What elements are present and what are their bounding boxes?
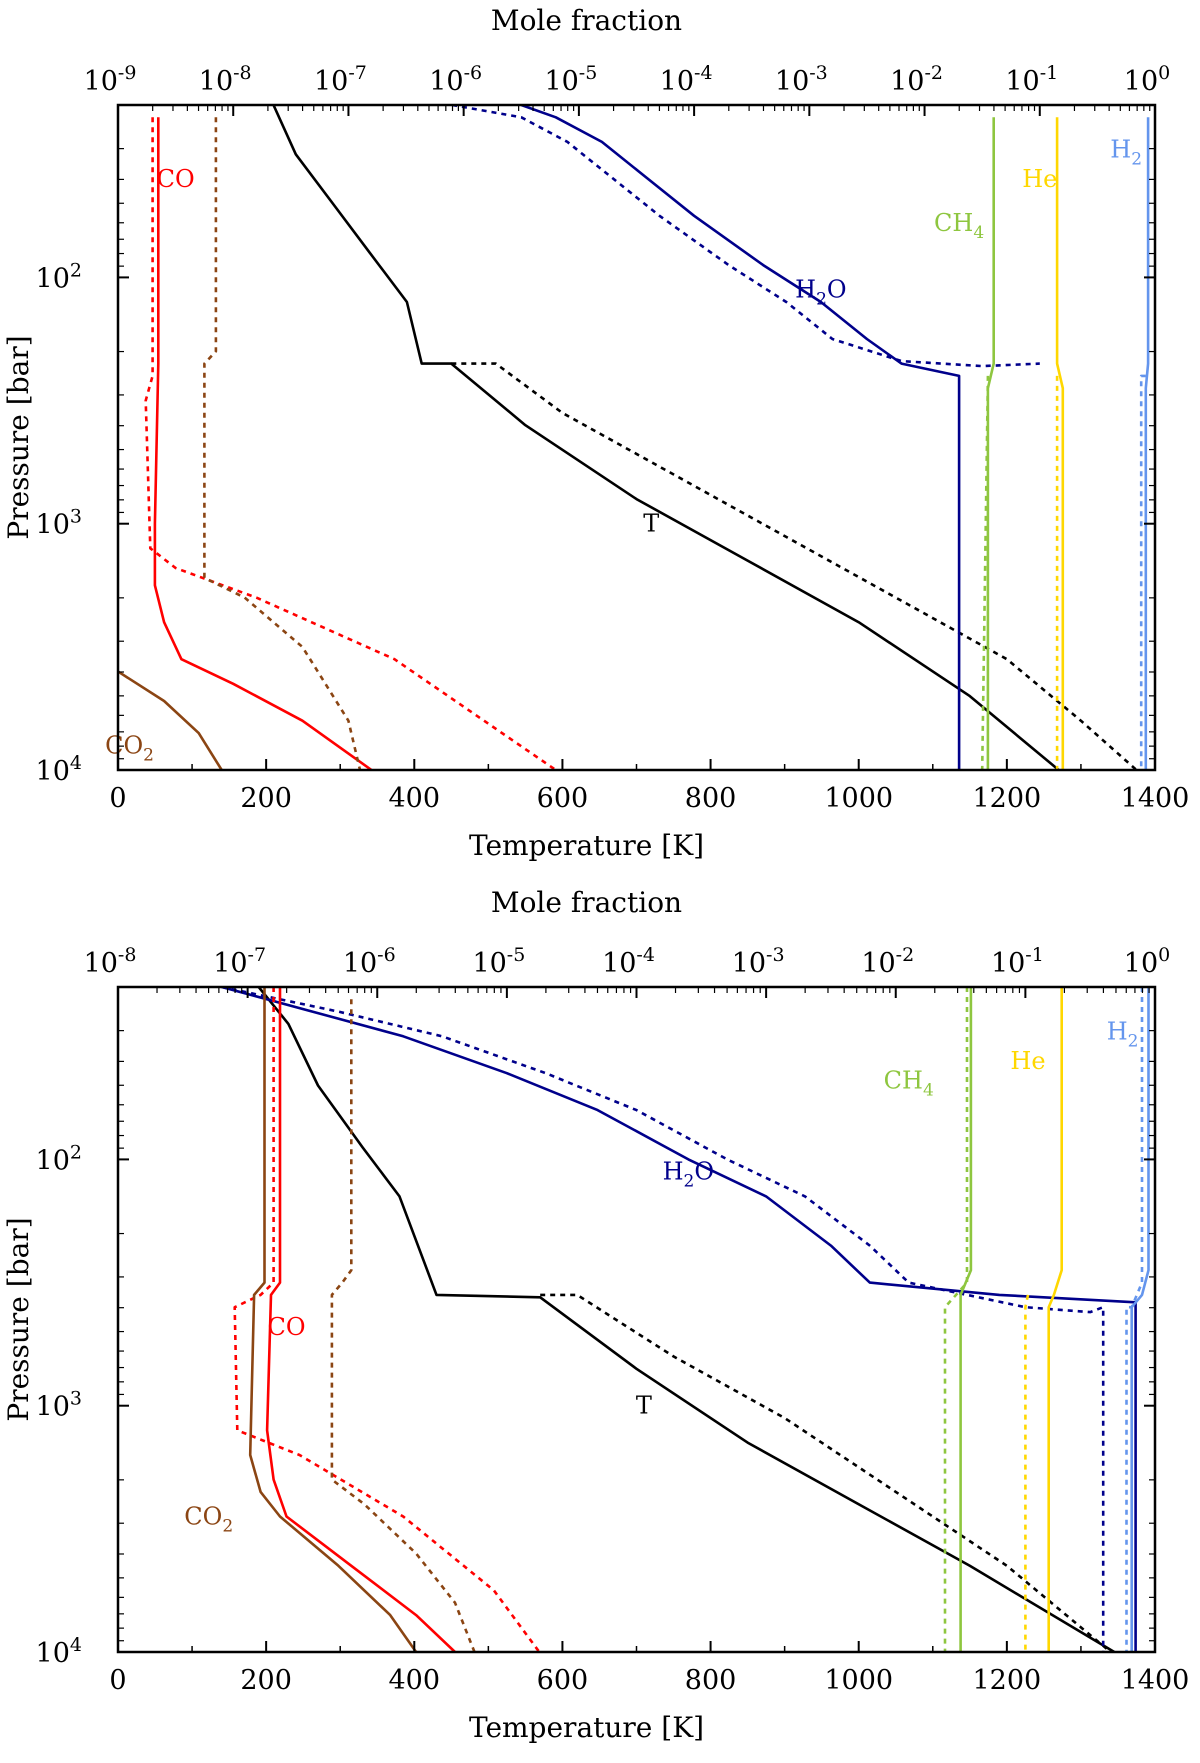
y-axis-title: Pressure [bar] (2, 1217, 35, 1421)
x-tick-label: 800 (685, 783, 737, 814)
series-label-h2: H2 (1110, 135, 1142, 169)
x-tick-label: 1400 (1121, 783, 1190, 814)
x2-tick-label: 100 (1124, 944, 1170, 979)
series-label-he: He (1010, 1047, 1045, 1075)
series-line-h2o (520, 105, 961, 770)
x-tick-label: 1000 (824, 1665, 893, 1696)
x2-tick-label: 10-6 (343, 944, 396, 979)
x2-tick-label: 10-7 (314, 62, 367, 97)
x2-tick-label: 10-6 (429, 62, 482, 97)
series-line-ch4 (986, 117, 995, 770)
series-line-h2-alt (1139, 374, 1146, 770)
series-label-he: He (1022, 165, 1057, 193)
x2-tick-label: 10-4 (602, 944, 655, 979)
x2-tick-label: 10-9 (84, 62, 137, 97)
series-line-co (265, 987, 456, 1652)
series-label-h2: H2 (1107, 1017, 1139, 1051)
x-tick-label: 1400 (1121, 1665, 1190, 1696)
x2-tick-label: 10-5 (544, 62, 597, 97)
x2-tick-label: 10-4 (660, 62, 713, 97)
x2-tick-label: 10-8 (84, 944, 137, 979)
y-tick-label: 102 (36, 1141, 82, 1176)
series-line-h2-alt (1125, 987, 1144, 1652)
series-label-ch4: CH4 (884, 1067, 934, 1101)
plot-frame (116, 103, 1157, 772)
series-line-co2-alt (203, 117, 362, 770)
x2-tick-label: 10-5 (472, 944, 525, 979)
series-line-co2 (118, 670, 223, 770)
y-tick-label: 103 (36, 1388, 82, 1423)
series-line-he (1047, 987, 1063, 1652)
series-line-ch4 (959, 987, 973, 1652)
x2-axis-title: Mole fraction (491, 4, 682, 37)
y-tick-label: 103 (36, 506, 82, 541)
x-tick-label: 600 (537, 783, 589, 814)
series-line-co-alt (233, 987, 541, 1652)
x-axis-title: Temperature [K] (469, 829, 704, 862)
series-label-co: CO (267, 1313, 305, 1341)
x2-axis-title: Mole fraction (491, 886, 682, 919)
series-line-he (1055, 117, 1065, 770)
x2-tick-label: 10-3 (732, 944, 785, 979)
x2-tick-label: 10-8 (199, 62, 252, 97)
series-label-h2o: H2O (795, 276, 846, 310)
series-line-h2o-alt (221, 987, 1105, 1652)
series-label-h2o: H2O (663, 1158, 714, 1192)
series-group (221, 987, 1150, 1652)
x-axis-title: Temperature [K] (469, 1711, 704, 1744)
y-tick-label: 104 (36, 1634, 82, 1669)
x2-tick-label: 10-2 (890, 62, 943, 97)
y-axis-title: Pressure [bar] (2, 335, 35, 539)
series-label-ch4: CH4 (934, 209, 984, 243)
series-label-t: T (643, 510, 659, 538)
x2-tick-label: 10-1 (1005, 62, 1058, 97)
x2-tick-label: 10-3 (775, 62, 828, 97)
x-tick-label: 400 (389, 783, 441, 814)
series-label-co: CO (157, 165, 195, 193)
x-tick-label: 0 (109, 783, 126, 814)
x-tick-label: 0 (109, 1665, 126, 1696)
series-line-t (272, 105, 1060, 770)
x2-tick-label: 10-2 (861, 944, 914, 979)
x-tick-label: 1200 (972, 783, 1041, 814)
x-tick-label: 400 (389, 1665, 441, 1696)
series-line-co-alt (144, 117, 557, 770)
x-tick-label: 800 (685, 1665, 737, 1696)
series-line-ch4-alt (943, 987, 969, 1652)
x2-tick-label: 10-7 (213, 944, 266, 979)
series-line-h2o-alt (451, 105, 1040, 368)
series-line-co2 (248, 987, 418, 1652)
series-line-h2o (221, 987, 1137, 1652)
chart-panel-bottom: T H2O CH4 He H2 CO CO2 0 200 400 600 800 1000 1200 140… (2, 886, 1189, 1744)
series-line-he-alt (1024, 1294, 1030, 1652)
series-line-h2 (1130, 987, 1150, 1652)
x-tick-label: 200 (240, 783, 292, 814)
series-line-t-alt (451, 362, 1138, 770)
series-label-co2: CO2 (184, 1503, 233, 1537)
series-label-t: T (636, 1392, 652, 1420)
series-line-t (257, 987, 1115, 1652)
series-line-co2-alt (330, 999, 476, 1652)
x-tick-label: 1200 (972, 1665, 1041, 1696)
x-tick-label: 600 (537, 1665, 589, 1696)
x2-tick-label: 100 (1124, 62, 1170, 97)
chart-panel-top: T H2O CH4 He H2 CO CO2 0 200 400 600 800 1000 1200 140… (2, 4, 1189, 862)
x2-tick-label: 10-1 (991, 944, 1044, 979)
series-label-co2: CO2 (105, 731, 154, 765)
series-line-co (153, 117, 373, 770)
series-group (118, 105, 1150, 770)
series-line-h2 (1144, 117, 1150, 770)
x-tick-label: 1000 (824, 783, 893, 814)
x-tick-label: 200 (240, 1665, 292, 1696)
y-tick-label: 104 (36, 752, 82, 787)
y-tick-label: 102 (36, 259, 82, 294)
